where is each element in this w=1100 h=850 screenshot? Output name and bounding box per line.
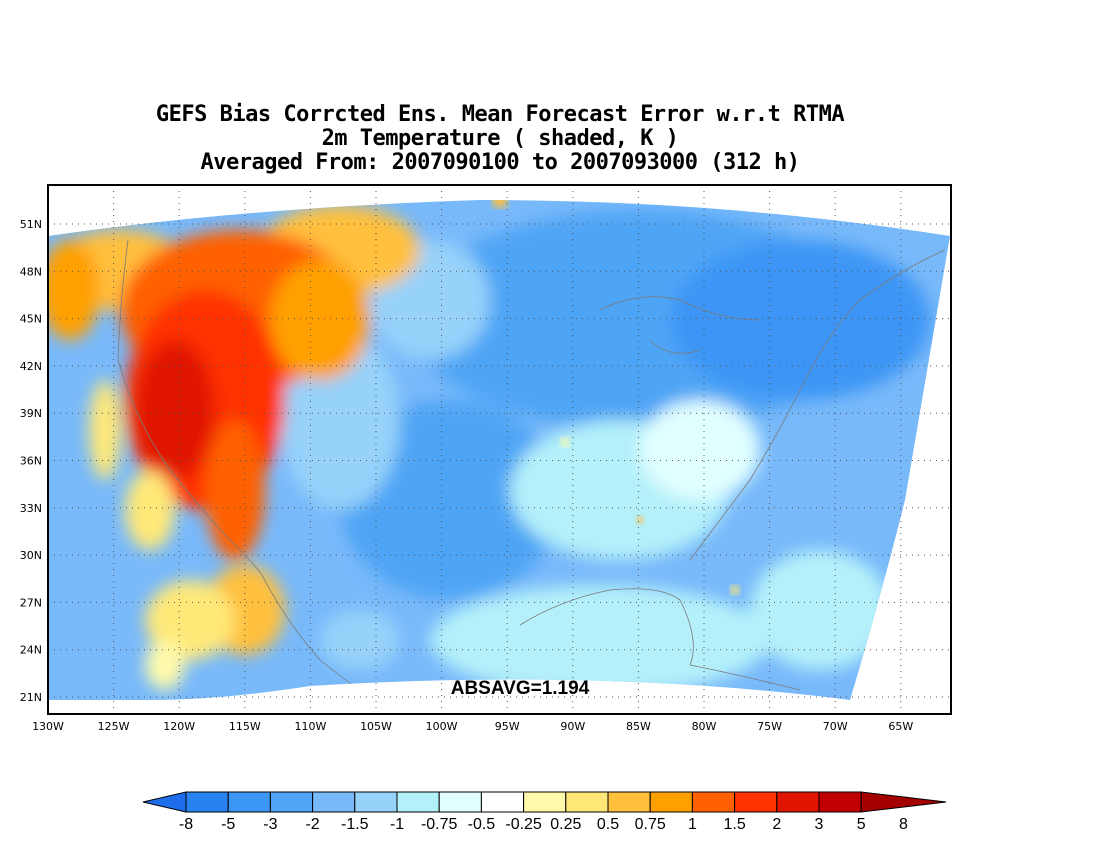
colorbar-level-label: -0.25 [505, 816, 542, 833]
lon-tick-label: 100W [426, 720, 458, 733]
colorbar-swatch [396, 791, 440, 813]
colorbar-swatch [818, 791, 862, 813]
lat-tick-label: 33N [20, 502, 42, 515]
lon-tick-label: 130W [32, 720, 64, 733]
absavg-label: ABSAVG=1.194 [451, 678, 590, 699]
lon-tick-label: 115W [229, 720, 261, 733]
title-line-2: 2m Temperature ( shaded, K ) [321, 126, 679, 151]
colorbar-left-arrow [142, 791, 187, 813]
colorbar-level-label: -1 [390, 816, 404, 833]
lon-tick-label: 65W [888, 720, 913, 733]
colorbar-level-label: 0.5 [597, 816, 619, 833]
colorbar-swatch [565, 791, 609, 813]
lon-tick-label: 85W [626, 720, 651, 733]
colorbar-swatch [649, 791, 693, 813]
lat-tick-label: 51N [20, 218, 42, 231]
map-frame [47, 184, 952, 715]
colorbar-level-label: -3 [263, 816, 277, 833]
colorbar-swatch [227, 791, 271, 813]
colorbar-swatch [480, 791, 525, 813]
colorbar-level-label: -2 [305, 816, 319, 833]
lat-tick-label: 30N [20, 549, 42, 562]
lat-tick-label: 36N [20, 455, 42, 468]
colorbar-right-arrow [860, 791, 947, 813]
colorbar-level-label: 8 [899, 816, 908, 833]
colorbar-level-label: -1.5 [341, 816, 369, 833]
title-line-1: GEFS Bias Corrcted Ens. Mean Forecast Er… [155, 102, 845, 127]
colorbar-swatch [691, 791, 736, 813]
colorbar-level-label: 0.25 [550, 816, 581, 833]
colorbar-level-label: 2 [772, 816, 781, 833]
colorbar-level-label: 0.75 [635, 816, 666, 833]
colorbar-level-label: -0.75 [421, 816, 458, 833]
colorbar-swatch [776, 791, 820, 813]
longitude-labels: 130W 125W 120W 115W 110W 105W 100W 95W 90W 85W 80W… [32, 720, 913, 733]
lat-tick-label: 39N [20, 407, 42, 420]
colorbar-swatch [312, 791, 356, 813]
colorbar-level-label: -0.5 [468, 816, 496, 833]
lat-tick-label: 45N [20, 313, 42, 326]
colorbar-swatch [607, 791, 651, 813]
lon-tick-label: 125W [98, 720, 130, 733]
lon-tick-label: 120W [163, 720, 195, 733]
lon-tick-label: 105W [360, 720, 392, 733]
lon-tick-label: 110W [294, 720, 326, 733]
colorbar-level-label: 3 [815, 816, 824, 833]
colorbar-level-label: 1 [688, 816, 697, 833]
lon-tick-label: 90W [560, 720, 585, 733]
lat-tick-label: 21N [20, 691, 42, 704]
shaded-field [48, 200, 950, 700]
colorbar-swatch [269, 791, 314, 813]
lat-tick-label: 24N [20, 644, 42, 657]
lat-tick-label: 27N [20, 596, 42, 609]
colorbar-swatch [354, 791, 398, 813]
colorbar-swatch [438, 791, 482, 813]
colorbar-level-label: 1.5 [723, 816, 745, 833]
lat-tick-label: 48N [20, 265, 42, 278]
colorbar-swatch [734, 791, 778, 813]
lon-tick-label: 95W [495, 720, 520, 733]
colorbar-level-label: -8 [179, 816, 193, 833]
title-line-3: Averaged From: 2007090100 to 2007093000 … [200, 150, 800, 175]
latitude-labels: 51N 48N 45N 42N 39N 36N 33N 30N 27N 24N 21N [20, 218, 42, 704]
grid-lines [48, 185, 951, 714]
lon-tick-label: 75W [757, 720, 782, 733]
lon-tick-label: 70W [823, 720, 848, 733]
lon-tick-label: 80W [692, 720, 717, 733]
colorbar: -8 -5 -3 -2 -1.5 -1 -0.75 -0.5 -0.25 0.25 0.5 0.75 1… [142, 791, 947, 833]
colorbar-swatch [185, 791, 229, 813]
colorbar-level-label: 5 [857, 816, 866, 833]
colorbar-swatch [523, 791, 567, 813]
colorbar-level-label: -5 [221, 816, 235, 833]
lat-tick-label: 42N [20, 360, 42, 373]
